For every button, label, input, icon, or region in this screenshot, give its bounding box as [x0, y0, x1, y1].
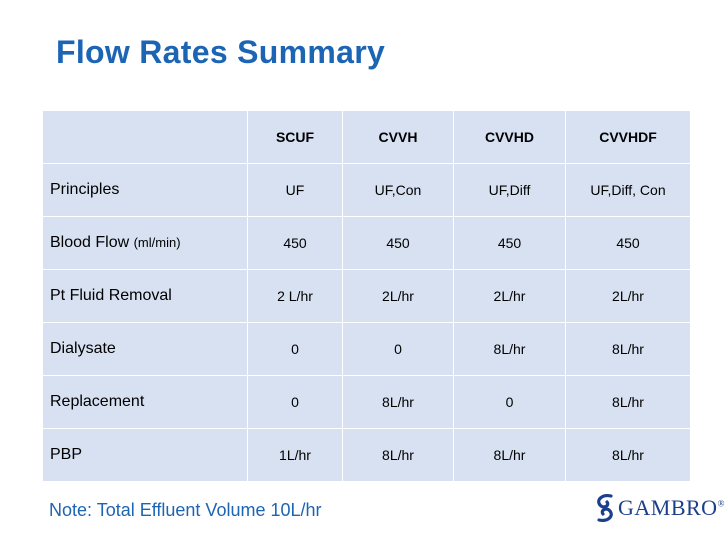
- gambro-logo: GAMBRO®: [594, 492, 725, 524]
- table-cell: 8L/hr: [453, 428, 566, 482]
- table-cell: 2L/hr: [453, 269, 566, 323]
- table-row: Blood Flow (ml/min) 450 450 450 450: [42, 216, 691, 270]
- row-label-dialysate: Dialysate: [42, 322, 248, 376]
- table-row: Dialysate 0 0 8L/hr 8L/hr: [42, 322, 691, 376]
- table-cell: 0: [247, 322, 343, 376]
- flow-rates-table: SCUF CVVH CVVHD CVVHDF Principles UF UF,…: [42, 110, 691, 482]
- table-row: Replacement 0 8L/hr 0 8L/hr: [42, 375, 691, 429]
- row-label-pbp: PBP: [42, 428, 248, 482]
- header-cell-empty: [42, 110, 248, 164]
- table-cell: 2 L/hr: [247, 269, 343, 323]
- table-cell: 450: [342, 216, 454, 270]
- gambro-swirl-icon: [597, 494, 613, 522]
- table-cell: 8L/hr: [342, 428, 454, 482]
- logo-wordmark: GAMBRO®: [618, 495, 725, 521]
- table-cell: 450: [247, 216, 343, 270]
- row-label-text: Pt Fluid Removal: [50, 287, 172, 304]
- table-cell: 8L/hr: [565, 428, 691, 482]
- table-cell: 8L/hr: [453, 322, 566, 376]
- table-cell: 0: [342, 322, 454, 376]
- row-label-text: Replacement: [50, 393, 145, 410]
- header-cell-scuf: SCUF: [247, 110, 343, 164]
- table-cell: 450: [565, 216, 691, 270]
- header-cell-cvvhdf: CVVHDF: [565, 110, 691, 164]
- table-cell: UF,Diff, Con: [565, 163, 691, 217]
- table-cell: UF,Con: [342, 163, 454, 217]
- row-label-text: Blood Flow: [50, 234, 134, 251]
- row-label-text: PBP: [50, 446, 83, 463]
- header-cell-cvvhd: CVVHD: [453, 110, 566, 164]
- table-cell: 2L/hr: [342, 269, 454, 323]
- row-label-principles: Principles: [42, 163, 248, 217]
- logo-text: GAMBRO: [618, 495, 718, 520]
- table-cell: 0: [247, 375, 343, 429]
- table-cell: 8L/hr: [565, 322, 691, 376]
- table-cell: 450: [453, 216, 566, 270]
- row-label-text: Principles: [50, 181, 120, 198]
- registered-mark: ®: [717, 498, 725, 509]
- table-row: Pt Fluid Removal 2 L/hr 2L/hr 2L/hr 2L/h…: [42, 269, 691, 323]
- table-cell: 2L/hr: [565, 269, 691, 323]
- table-cell: UF,Diff: [453, 163, 566, 217]
- table-cell: 8L/hr: [565, 375, 691, 429]
- header-cell-cvvh: CVVH: [342, 110, 454, 164]
- table-cell: 8L/hr: [342, 375, 454, 429]
- row-label-unit: (ml/min): [133, 235, 181, 250]
- table-cell: UF: [247, 163, 343, 217]
- header-row: SCUF CVVH CVVHD CVVHDF: [42, 110, 691, 164]
- page-title: Flow Rates Summary: [56, 34, 386, 70]
- table-row: Principles UF UF,Con UF,Diff UF,Diff, Co…: [42, 163, 691, 217]
- table-cell: 1L/hr: [247, 428, 343, 482]
- table-cell: 0: [453, 375, 566, 429]
- row-label-blood-flow: Blood Flow (ml/min): [42, 216, 248, 270]
- table-row: PBP 1L/hr 8L/hr 8L/hr 8L/hr: [42, 428, 691, 482]
- row-label-replacement: Replacement: [42, 375, 248, 429]
- footnote: Note: Total Effluent Volume 10L/hr: [49, 500, 322, 520]
- row-label-text: Dialysate: [50, 340, 116, 357]
- row-label-pt-fluid-removal: Pt Fluid Removal: [42, 269, 248, 323]
